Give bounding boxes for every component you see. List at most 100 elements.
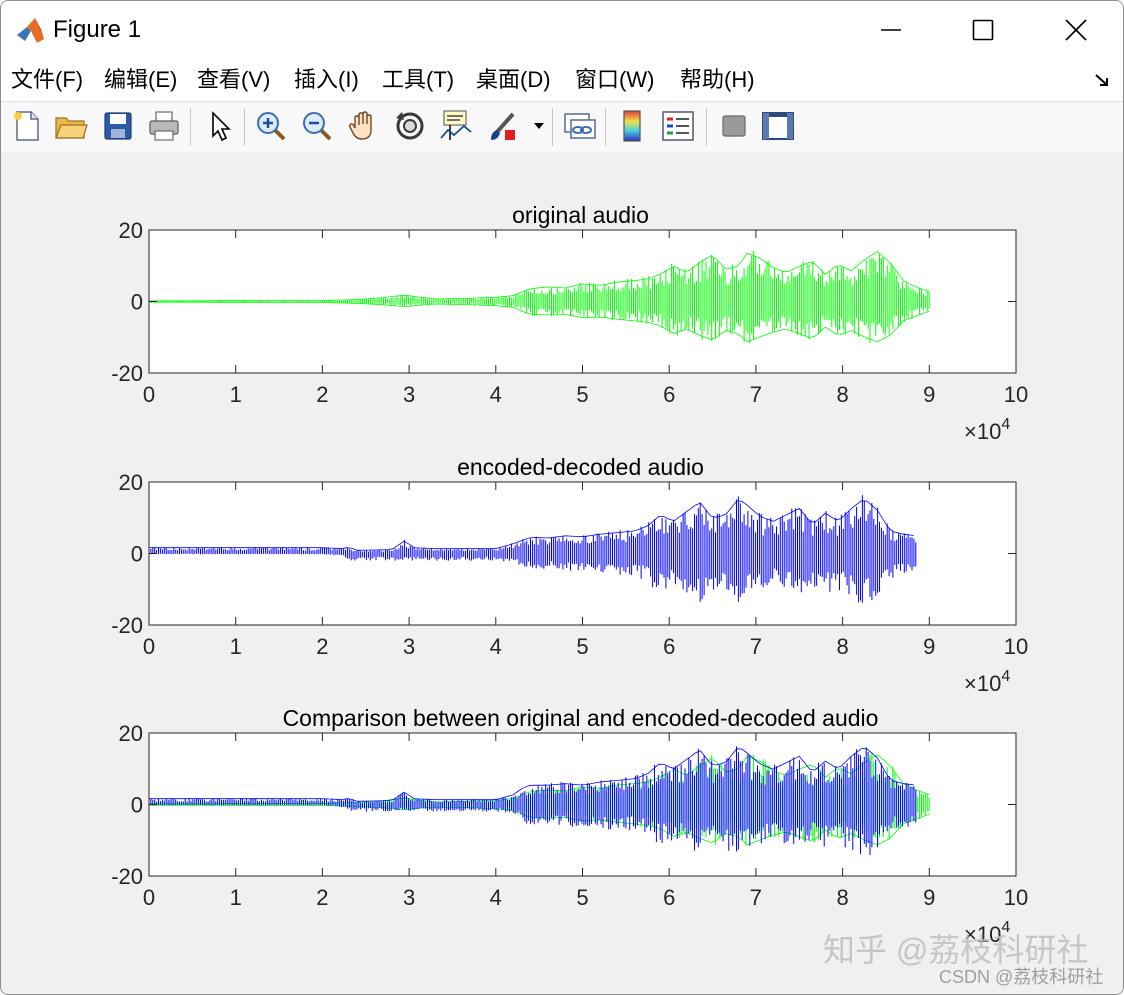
waveforms [149, 250, 930, 344]
maximize-icon [972, 19, 994, 41]
x-tick-label: 3 [403, 382, 415, 407]
x-tick-label: 8 [836, 885, 848, 910]
x-exponent-power: 4 [1001, 668, 1010, 685]
x-tick-label: 3 [403, 885, 415, 910]
x-tick-label: 2 [316, 885, 328, 910]
x-tick-label: 8 [836, 634, 848, 659]
x-exponent-base: ×10 [964, 671, 1001, 696]
toolbar-separator [244, 108, 245, 146]
axes-title: original audio [512, 202, 649, 228]
rotate-3d-icon[interactable] [392, 108, 428, 144]
x-tick-label: 6 [663, 885, 675, 910]
waveform-envelope [149, 748, 914, 802]
toolbar-separator [552, 108, 553, 146]
menu-bar: 文件(F) 编辑(E) 查看(V) 插入(I) 工具(T) 桌面(D) 窗口(W… [1, 59, 1123, 101]
print-icon[interactable] [146, 108, 182, 144]
x-tick-label: 2 [316, 382, 328, 407]
waveforms [149, 495, 917, 603]
x-tick-label: 0 [143, 634, 155, 659]
minimize-icon [881, 29, 901, 31]
toolbar-separator [706, 108, 707, 146]
axes-title: encoded-decoded audio [457, 454, 704, 480]
x-tick-label: 9 [923, 382, 935, 407]
y-tick-label: -20 [111, 864, 143, 889]
x-exponent-label: ×104 [964, 919, 1010, 947]
waveform-envelope [149, 251, 930, 343]
menu-desktop[interactable]: 桌面(D) [476, 67, 551, 92]
x-tick-label: 6 [663, 634, 675, 659]
waveforms [149, 746, 930, 855]
x-exponent-power: 4 [1001, 919, 1010, 936]
waveform-trace [149, 495, 917, 603]
zhihu-watermark: 知乎 @荔枝科研社 [823, 932, 1089, 968]
series-line [149, 250, 930, 344]
pointer-icon[interactable] [203, 108, 239, 144]
figure-canvas: 0 1 2 3 4 5 6 7 8 9 10 20 0 -20 original audio ×104 0 1 2 3… [1, 152, 1123, 994]
x-tick-label: 0 [143, 382, 155, 407]
axes-title: Comparison between original and encoded-… [283, 705, 879, 731]
y-tick-label: 0 [131, 793, 143, 818]
figure-toolbar [1, 101, 1123, 153]
toolbar-separator [190, 108, 191, 146]
minimize-button[interactable] [859, 9, 923, 51]
x-tick-label: 0 [143, 885, 155, 910]
hide-plot-tools-icon[interactable] [716, 108, 752, 144]
x-tick-label: 1 [230, 885, 242, 910]
close-button[interactable] [1044, 9, 1108, 51]
x-tick-label: 8 [836, 382, 848, 407]
y-tick-label: 20 [119, 218, 143, 243]
legend-icon[interactable] [660, 108, 696, 144]
maximize-button[interactable] [951, 9, 1015, 51]
zoom-out-icon[interactable] [299, 108, 335, 144]
save-icon[interactable] [100, 108, 136, 144]
menu-view[interactable]: 查看(V) [197, 67, 271, 92]
y-tick-label: -20 [111, 613, 143, 638]
x-tick-label: 5 [576, 885, 588, 910]
pan-icon[interactable] [346, 108, 382, 144]
x-tick-label: 4 [490, 382, 502, 407]
menu-insert[interactable]: 插入(I) [294, 67, 359, 92]
menu-help[interactable]: 帮助(H) [680, 67, 755, 92]
x-tick-label: 1 [230, 382, 242, 407]
zoom-in-icon[interactable] [253, 108, 289, 144]
x-exponent-base: ×10 [964, 419, 1001, 444]
x-tick-label: 4 [490, 634, 502, 659]
x-tick-label: 7 [750, 382, 762, 407]
colorbar-icon[interactable] [615, 108, 651, 144]
x-tick-label: 6 [663, 382, 675, 407]
x-tick-label: 2 [316, 634, 328, 659]
series-line [149, 746, 917, 855]
dock-arrow-icon[interactable] [1093, 71, 1111, 89]
x-tick-label: 4 [490, 885, 502, 910]
csdn-watermark: CSDN @荔枝科研社 [939, 967, 1104, 987]
waveform-envelope [149, 500, 914, 551]
y-tick-label: 0 [131, 290, 143, 315]
x-exponent-base: ×10 [964, 922, 1001, 947]
x-tick-label: 10 [1004, 885, 1028, 910]
title-bar: Figure 1 [1, 1, 1123, 59]
chevron-down-icon[interactable] [533, 121, 545, 131]
brush-icon[interactable] [485, 108, 521, 144]
x-tick-label: 10 [1004, 634, 1028, 659]
matlab-logo-icon [15, 15, 47, 47]
menu-tools[interactable]: 工具(T) [382, 67, 455, 92]
link-plot-icon[interactable] [561, 108, 597, 144]
open-file-icon[interactable] [53, 108, 89, 144]
menu-edit[interactable]: 编辑(E) [104, 67, 178, 92]
x-exponent-label: ×104 [964, 668, 1010, 696]
x-tick-label: 5 [576, 634, 588, 659]
x-tick-label: 3 [403, 634, 415, 659]
y-tick-label: 20 [119, 470, 143, 495]
menu-file[interactable]: 文件(F) [11, 67, 84, 92]
x-tick-label: 10 [1004, 382, 1028, 407]
data-cursor-icon[interactable] [438, 108, 474, 144]
menu-window[interactable]: 窗口(W) [575, 67, 655, 92]
new-figure-icon[interactable] [9, 108, 45, 144]
y-tick-label: -20 [111, 361, 143, 386]
y-tick-label: 0 [131, 542, 143, 567]
toolbar-separator [605, 108, 606, 146]
show-plot-tools-icon[interactable] [760, 108, 796, 144]
